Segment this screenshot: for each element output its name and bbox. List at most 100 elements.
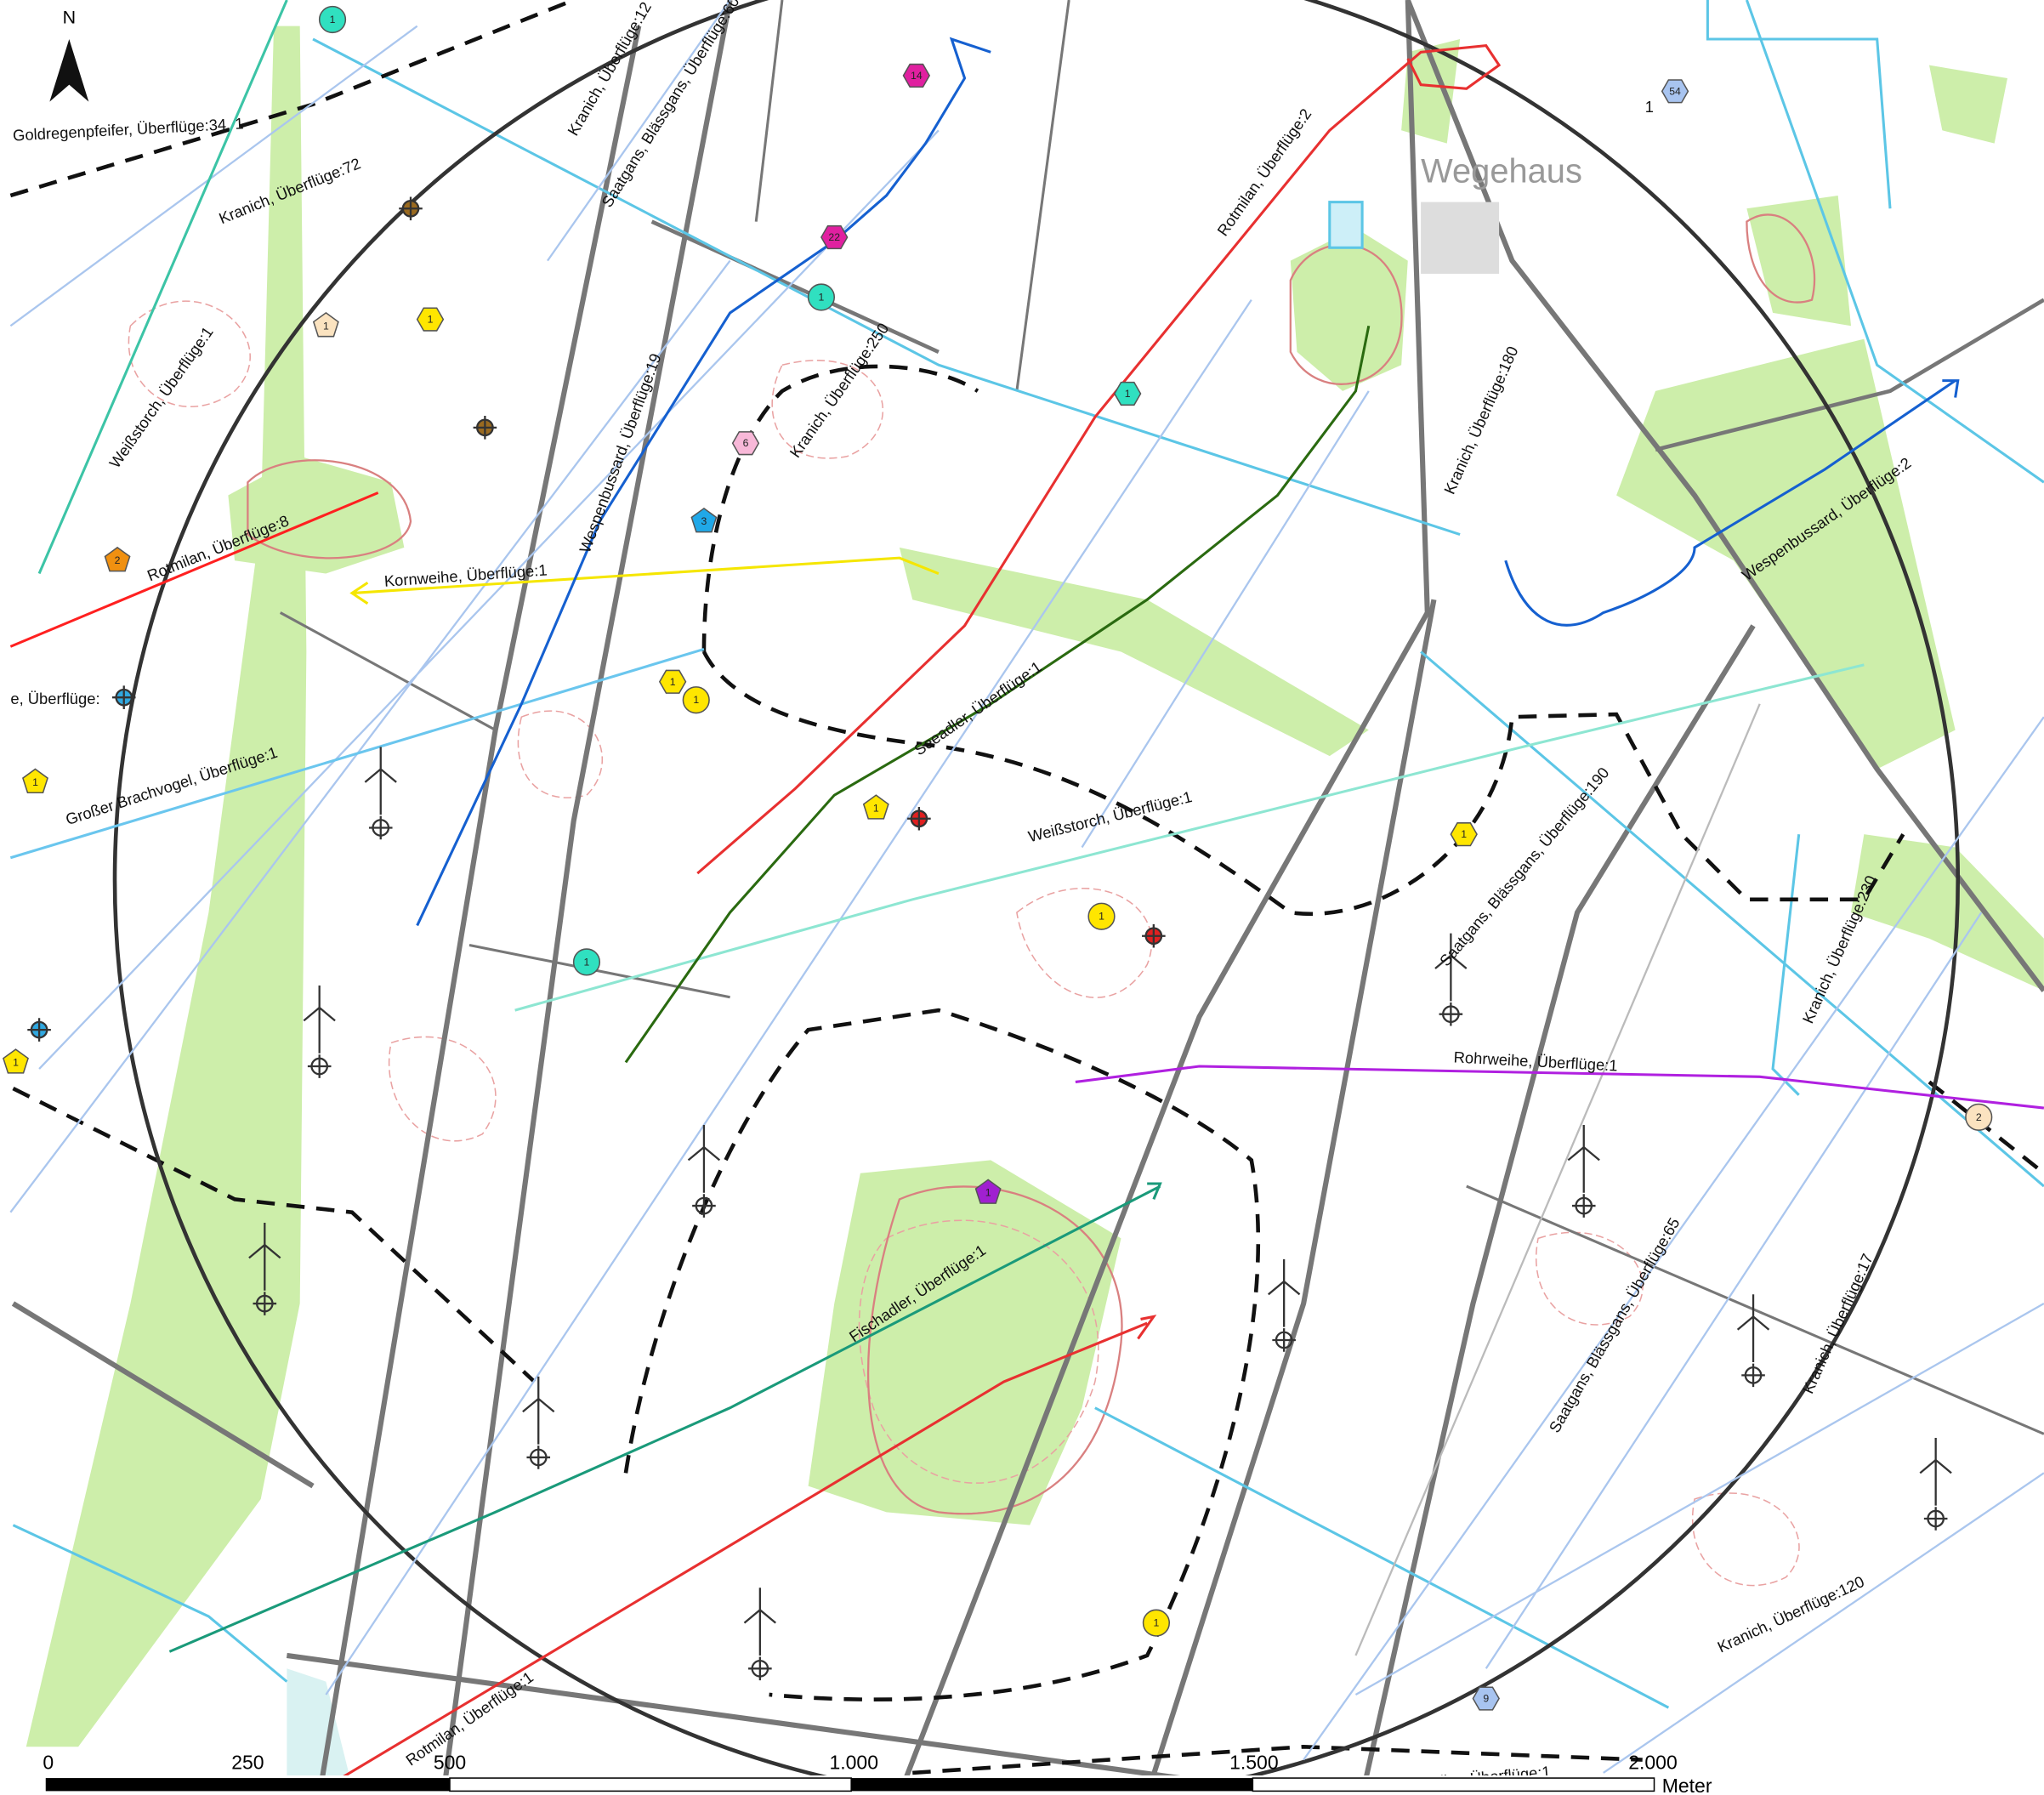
water (12, 0, 2044, 1709)
roads (1405, 0, 2044, 992)
flight-label: Kranich, Überflüge:230 (1798, 872, 1880, 1025)
radius-circle (113, 0, 1960, 1795)
marker-symbol (820, 224, 849, 250)
roads (468, 943, 730, 999)
turbine-cross (907, 806, 931, 831)
flight-label: Kranich, Überflüge:180 (1440, 344, 1522, 497)
flight-paths (338, 1315, 1157, 1781)
marker-label: 1 (1125, 388, 1131, 400)
flight-label: e, Überflüge: (10, 690, 99, 707)
marker-label: 1 (32, 776, 38, 788)
buffer-zones (701, 364, 979, 652)
background-areas (26, 26, 307, 1747)
marker-label: 1 (1099, 911, 1104, 923)
flight-label: Goldregenpfeifer, Überflüge:34, 1 (13, 114, 244, 144)
marker-symbol (1087, 902, 1116, 930)
marker-symbol (1450, 822, 1478, 847)
turbine-rotor (1434, 933, 1468, 1002)
marker-label: 1 (985, 1187, 991, 1199)
roads (1466, 1184, 2044, 1435)
marker-symbol (572, 948, 601, 976)
flight-label: Kranich, Überflüge:250 (786, 320, 892, 461)
marker-label: 1 (13, 1056, 19, 1068)
background-areas (1928, 65, 2007, 144)
marker-symbol (318, 5, 347, 34)
marker-symbol (1472, 1686, 1500, 1711)
flight-label: Kranich, Überflüge:17 (1798, 1251, 1876, 1396)
flight-label: Wespenbussard, Überflüge:19 (576, 351, 665, 555)
background-areas (1616, 338, 1956, 770)
flight-paths (9, 0, 2044, 1781)
flight-paths (1075, 1065, 2044, 1110)
scale-label: 500 (434, 1751, 466, 1773)
scale-label: 0 (43, 1751, 54, 1773)
buffer-zones (912, 1744, 1643, 1775)
marker-symbol (690, 507, 718, 533)
roads (1655, 298, 2044, 452)
flight-paths (416, 37, 991, 927)
scale-seg (851, 1778, 1253, 1792)
wind-turbines (27, 196, 1952, 1681)
flight-paths (9, 0, 2044, 1774)
background-areas (899, 547, 1369, 757)
water (1745, 0, 2044, 484)
marker-symbol (1142, 1609, 1171, 1637)
turbine-cross (1142, 923, 1166, 948)
flight-paths (1354, 703, 1761, 1656)
turbine-cross (307, 1054, 332, 1078)
contours (1692, 1492, 1800, 1587)
roads (440, 0, 733, 1795)
scale-seg (449, 1777, 852, 1792)
marker-symbol (416, 307, 445, 332)
north-arrow: N (49, 8, 89, 102)
water (1094, 1406, 1670, 1709)
roads (1360, 624, 1756, 1795)
background-areas (26, 26, 2044, 1786)
marker-label: 1 (323, 320, 329, 332)
marker-symbol (3, 1048, 29, 1074)
flight-paths (624, 325, 1371, 1064)
turbine-cross (473, 416, 497, 440)
marker-symbol (658, 669, 687, 694)
turbine-rotor (1919, 1437, 1952, 1506)
scale-label: 2.000 (1628, 1751, 1678, 1773)
marker-label: 1 (330, 14, 336, 26)
marker-label: 9 (1483, 1693, 1489, 1705)
turbine-rotor (248, 1222, 281, 1291)
marker-symbol (682, 686, 710, 714)
buffer-zones (12, 1087, 537, 1383)
north-arrow (49, 38, 89, 102)
marker-label: 2 (1976, 1111, 1982, 1123)
roads (11, 1301, 315, 1489)
flight-label: Kranich, Überflüge:12 (564, 0, 655, 139)
turbine-rotor (364, 747, 397, 815)
flight-paths (349, 556, 940, 605)
turbine-cross (1741, 1363, 1765, 1388)
turbine-cross (1272, 1328, 1296, 1352)
buffer-zones (623, 1008, 1261, 1701)
flight-label: Rotmilan, Überflüge:2 (1213, 105, 1314, 240)
roads (754, 0, 784, 222)
marker-label: 2 (115, 554, 121, 566)
flight-paths (37, 0, 288, 575)
marker-symbol (974, 1179, 1002, 1204)
roads (650, 219, 940, 355)
marker-symbol (22, 768, 48, 794)
marker-symbol (862, 794, 889, 820)
flight-paths (9, 491, 379, 648)
observation-markers: 1 14 54 22 1 1 1 1 6 3 2 1 1 1 1 1 1 1 1 2 1 1 9 (3, 5, 1993, 1711)
contours (517, 710, 603, 798)
marker-symbol (312, 311, 339, 338)
turbine-rotor (687, 1125, 721, 1193)
background-areas (1290, 228, 1408, 391)
water (1706, 0, 1892, 209)
marker-label: 54 (1669, 85, 1681, 97)
turbine-cross (526, 1446, 551, 1469)
scale-seg (1252, 1777, 1655, 1792)
contours (128, 300, 251, 407)
flight-paths (696, 44, 1502, 875)
flight-label: Kranich, Überflüge:120 (1715, 1572, 1867, 1656)
marker-label: 3 (701, 515, 707, 527)
